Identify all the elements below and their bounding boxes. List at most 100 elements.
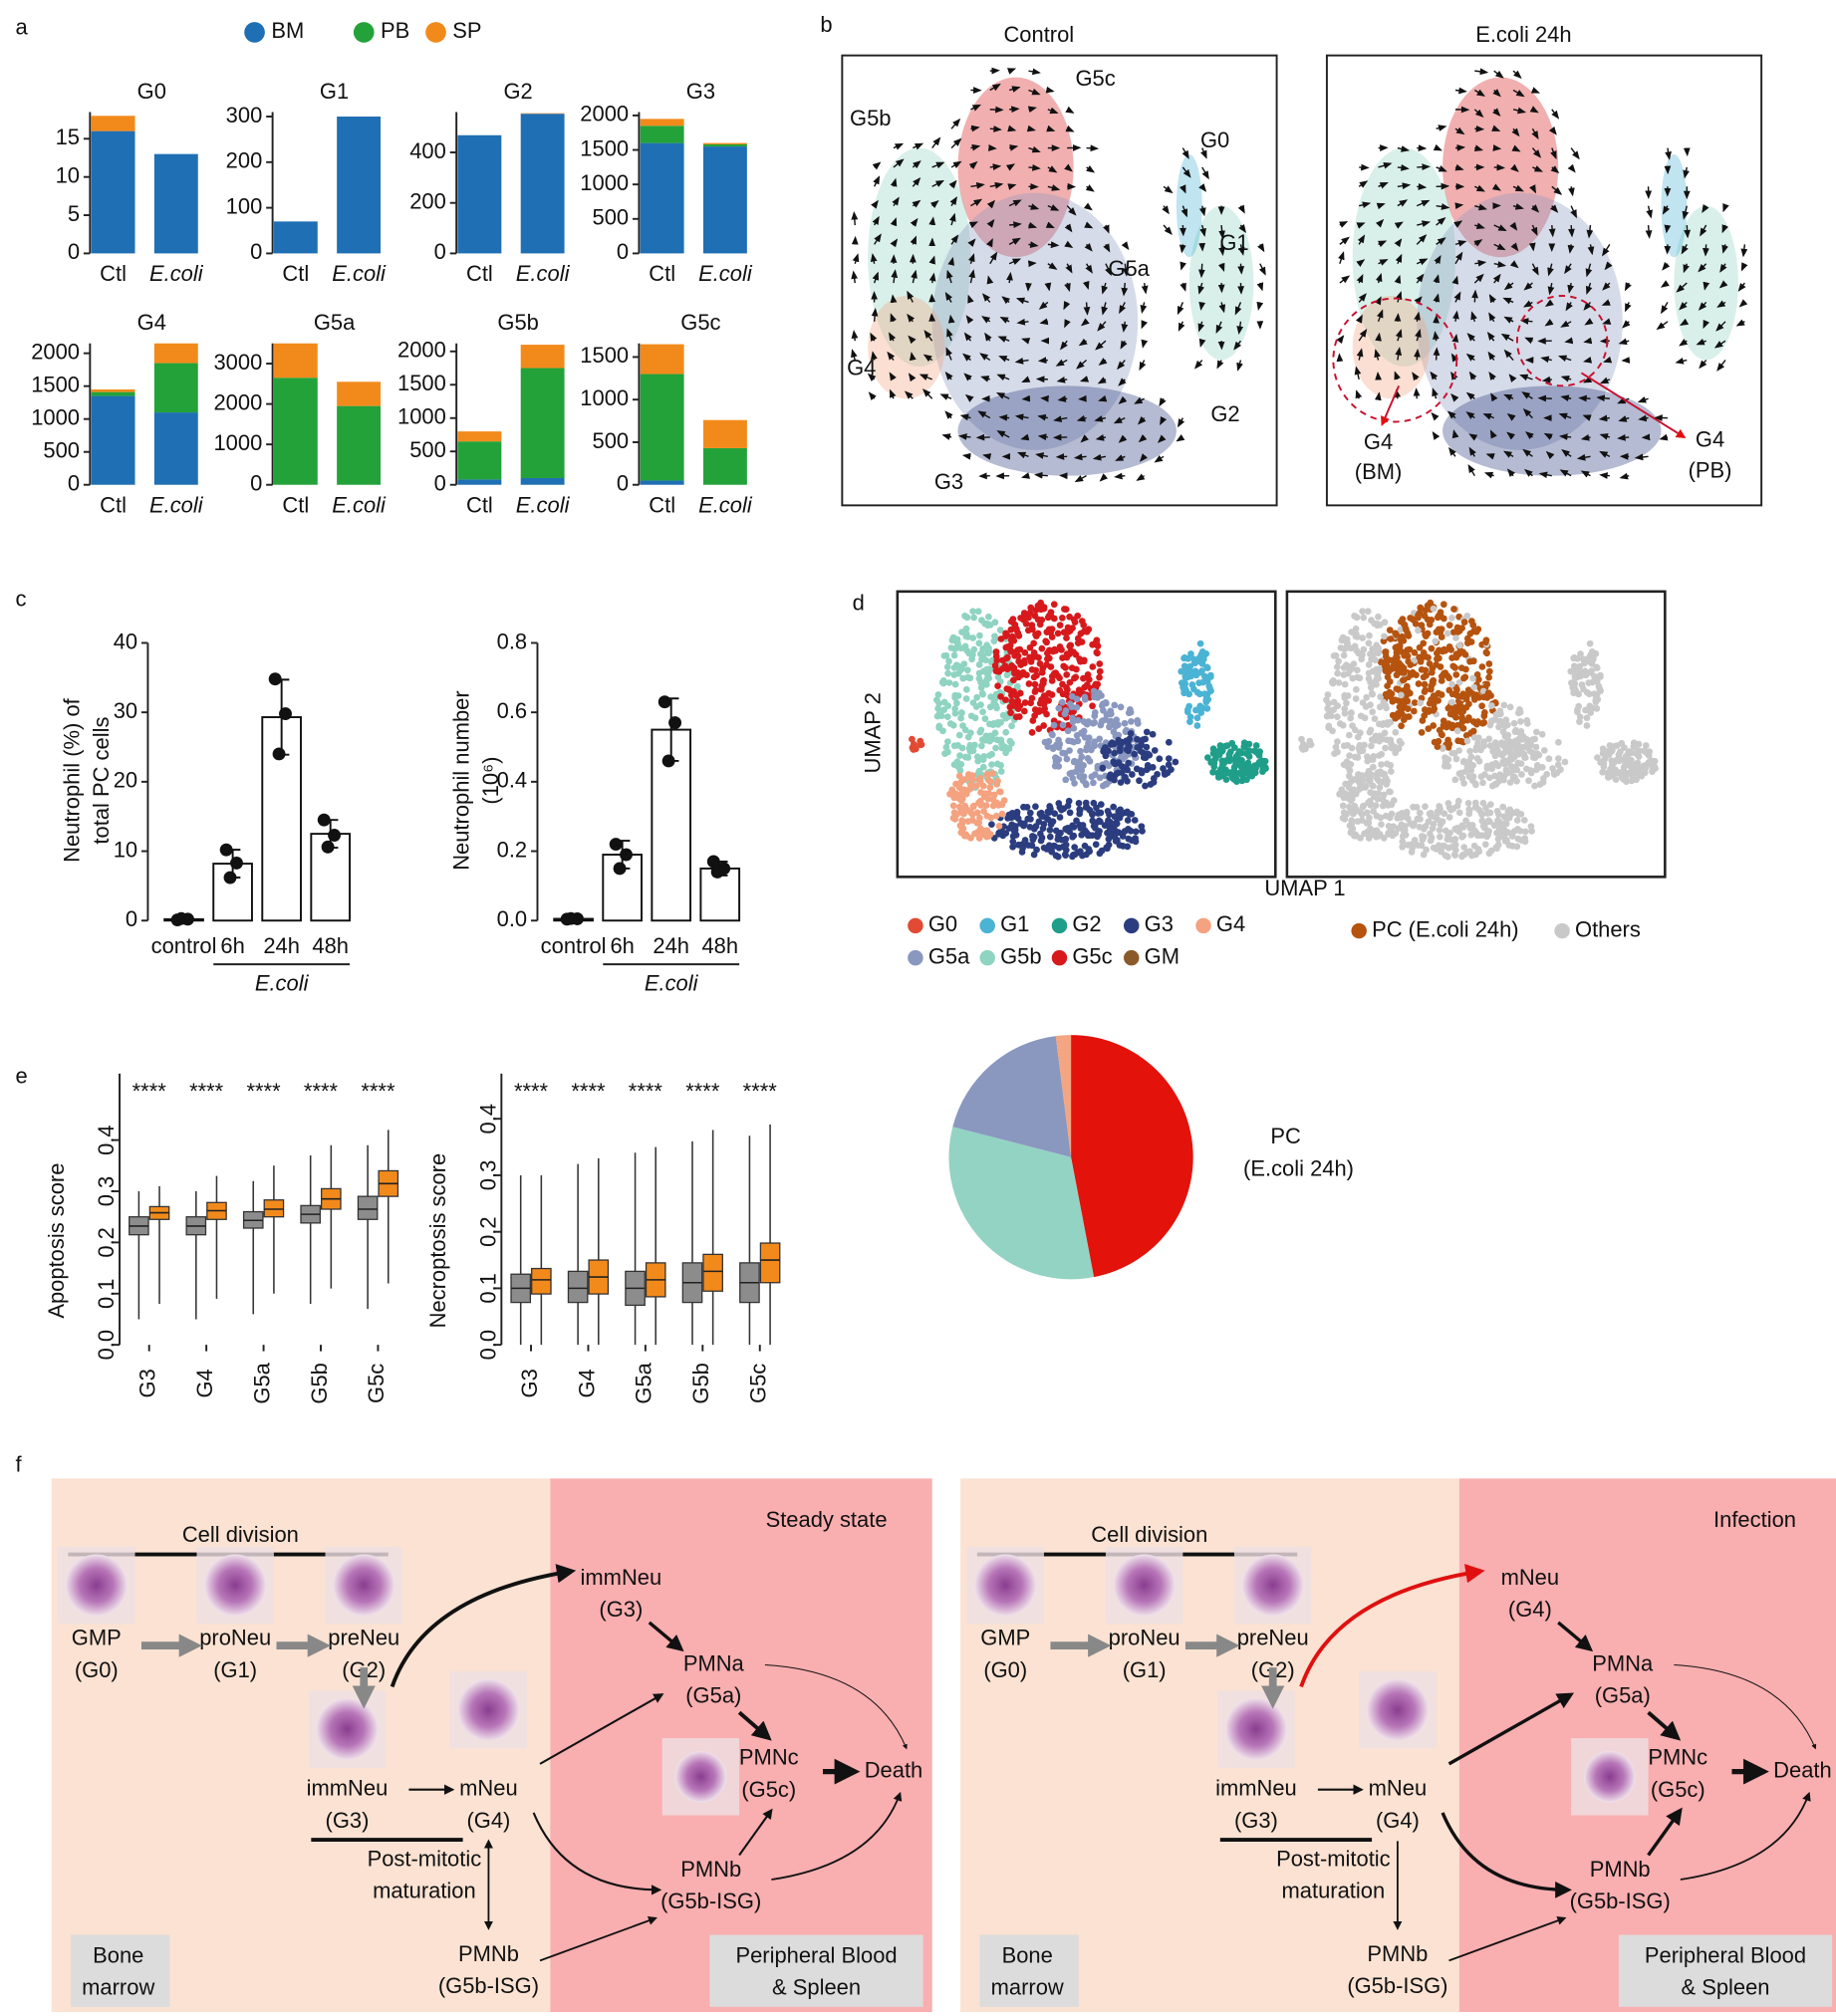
umap-point (973, 693, 980, 701)
velocity-arrow (1599, 433, 1611, 440)
umap-point (1458, 853, 1465, 861)
umap-point (1407, 615, 1414, 622)
velocity-arrow (1567, 163, 1576, 173)
x-tick-label: Ctl (282, 261, 309, 286)
umap-point (1061, 710, 1069, 718)
velocity-arrow (1519, 374, 1533, 381)
umap-point (1366, 631, 1373, 639)
umap-point (1596, 685, 1604, 692)
umap-point (1399, 838, 1407, 846)
umap-point (967, 729, 974, 737)
velocity-arrow (890, 177, 898, 187)
velocity-arrow (1660, 280, 1670, 288)
velocity-arrow (1015, 297, 1029, 305)
umap-point (1012, 625, 1020, 632)
umap-point (1442, 852, 1449, 860)
umap-point (1010, 668, 1018, 676)
velocity-arrow (1177, 417, 1185, 428)
umap-point (1353, 666, 1361, 674)
y-tick-label: 0 (617, 239, 629, 264)
umap-point (955, 772, 963, 780)
umap-point (1001, 662, 1009, 669)
umap-point (1069, 625, 1076, 631)
umap-point (983, 790, 991, 798)
velocity-arrow (1358, 180, 1369, 188)
velocity-arrow (890, 294, 898, 304)
umap-point (1641, 762, 1648, 770)
data-point (613, 862, 627, 876)
velocity-arrow (1009, 106, 1020, 114)
significance: **** (246, 1079, 281, 1104)
umap-point (1348, 817, 1356, 824)
velocity-arrow (1008, 258, 1022, 266)
umap-point (1030, 834, 1038, 841)
pie-slice (1071, 1035, 1193, 1278)
umap-point (1385, 831, 1392, 838)
umap-point (1338, 786, 1346, 794)
umap-point (1357, 784, 1365, 792)
legend-swatch (353, 22, 375, 43)
umap-point (1397, 636, 1405, 643)
umap-point (1053, 758, 1060, 766)
umap-point (970, 645, 978, 653)
umap-point (1252, 742, 1260, 749)
umap-point (970, 614, 977, 622)
umap-point (953, 811, 960, 818)
velocity-frame (841, 54, 1278, 507)
umap-point (1454, 797, 1462, 805)
velocity-arrow (1698, 301, 1707, 311)
velocity-arrow (989, 181, 1004, 189)
velocity-arrow (1064, 240, 1074, 249)
velocity-arrow (1509, 221, 1518, 231)
umap-point (1500, 740, 1507, 748)
velocity-arrow (1430, 371, 1439, 380)
umap-point (1121, 719, 1129, 727)
velocity-arrow (1468, 433, 1478, 441)
y-tick-label: 5 (68, 201, 80, 226)
umap-point (1078, 729, 1085, 737)
umap-point (910, 740, 918, 748)
bar-segment (337, 381, 382, 406)
umap-point (1009, 676, 1017, 684)
umap-point (1340, 651, 1348, 659)
umap-point (1459, 758, 1467, 766)
umap-point (997, 762, 1004, 769)
node-label: proNeu (1109, 1625, 1180, 1649)
umap-point (1435, 737, 1443, 745)
bar-segment (640, 142, 684, 254)
velocity-arrow (1718, 280, 1728, 289)
velocity-arrow (1451, 429, 1459, 439)
umap-point (1378, 821, 1385, 829)
velocity-arrow (963, 373, 972, 381)
velocity-arrow (1699, 360, 1707, 370)
umap-point (1463, 737, 1471, 745)
umap-point (975, 669, 983, 677)
velocity-arrow (1679, 301, 1688, 311)
umap-point (1384, 682, 1391, 690)
umap-point (1352, 695, 1360, 702)
velocity-arrow (1356, 348, 1364, 361)
velocity-arrow (1567, 282, 1574, 294)
node-label: mNeu (1369, 1775, 1428, 1800)
umap-point (1490, 822, 1498, 829)
velocity-arrow (1047, 107, 1059, 115)
legend-label: G4 (1216, 911, 1245, 936)
umap-point (1430, 692, 1438, 699)
velocity-arrow (1482, 413, 1494, 420)
umap-point (1059, 680, 1066, 688)
umap-point (1443, 758, 1449, 766)
x-tick-label: E.coli (149, 261, 204, 286)
legend-label: G3 (1145, 911, 1174, 936)
velocity-arrow (1506, 412, 1516, 421)
x-tick-label: E.coli (149, 492, 204, 517)
umap-point (1380, 637, 1388, 645)
velocity-arrow (1021, 338, 1031, 345)
umap-point (1499, 728, 1507, 736)
velocity-arrow (1510, 242, 1519, 252)
velocity-arrow (1098, 358, 1108, 366)
velocity-arrow (904, 390, 914, 399)
velocity-arrow (1046, 125, 1056, 132)
umap-point (1099, 782, 1107, 790)
velocity-arrow (908, 335, 917, 345)
umap-point (985, 752, 993, 759)
